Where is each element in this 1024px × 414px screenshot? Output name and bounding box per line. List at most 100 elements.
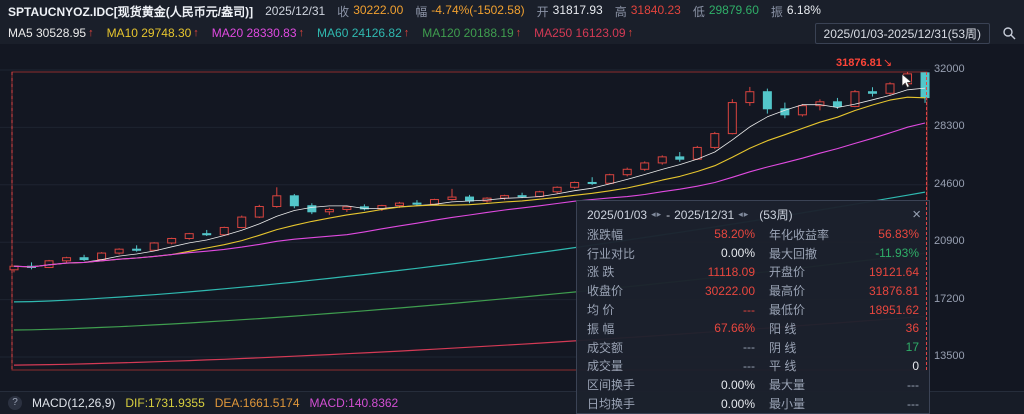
range-stats-panel: 2025/01/03 ◂▸ - 2025/12/31 ◂▸ (53周) × 涨跌… [576,200,930,414]
stat-value: 11118.09 [659,265,755,279]
ma-indicator: MA5 30528.95↑ [8,26,94,40]
panel-close-button[interactable]: × [912,207,921,222]
stat-value: --- [659,359,755,373]
ma-value: MA5 30528.95 [8,26,86,40]
ma-value: MA120 20188.19 [422,26,513,40]
range-end-stepper[interactable]: ◂▸ [738,209,749,220]
stat-value: 58.20% [659,227,755,241]
up-arrow-icon: ↑ [88,27,94,39]
stat-value: 0.00% [659,397,755,411]
stat-label: 均 价 [587,301,659,318]
price-axis-label: 24600 [934,178,965,190]
quote-field-value: 31817.93 [553,3,603,20]
ma-indicator: MA20 28330.83↑ [212,26,304,40]
quote-field: 幅-4.74%(-1502.58) [415,3,524,20]
stat-value: 19121.64 [845,265,919,279]
quote-field-label: 收 [337,3,349,20]
stat-value: 18951.62 [845,303,919,317]
price-axis-label: 20900 [934,235,965,247]
quote-field: 低29879.60 [693,3,759,20]
up-arrow-icon: ↑ [193,27,199,39]
quote-field-label: 开 [537,3,549,20]
stat-value: 17 [845,340,919,354]
ma-value: MA60 24126.82 [317,26,402,40]
stat-value: 0 [845,359,919,373]
up-arrow-icon: ↑ [404,27,410,39]
stat-value: 31876.81 [845,284,919,298]
stat-label: 年化收益率 [755,226,845,243]
high-price-label: 31876.81 [836,57,882,69]
stat-label: 成交额 [587,339,659,356]
price-axis-label: 17200 [934,293,965,305]
stat-value: 36 [845,321,919,335]
stat-label: 最低价 [755,301,845,318]
stat-value: 30222.00 [659,284,755,298]
stat-label: 阳 线 [755,320,845,337]
stat-label: 振 幅 [587,320,659,337]
ma-indicator: MA10 29748.30↑ [107,26,199,40]
stat-value: 0.00% [659,246,755,260]
up-arrow-icon: ↑ [628,27,634,39]
ma-indicator: MA120 20188.19↑ [422,26,521,40]
range-separator: - [666,208,670,222]
macd-value: MACD(12,26,9) [32,396,115,410]
stat-label: 最高价 [755,282,845,299]
stat-value: 56.83% [845,227,919,241]
quote-topbar: SPTAUCNYOZ.IDC[现货黄金(人民币元/盎司)] 2025/12/31… [0,0,1024,22]
quote-field-label: 高 [615,3,627,20]
range-start-date: 2025/01/03 [587,208,647,222]
stat-label: 最大量 [755,376,845,393]
ma-value: MA10 29748.30 [107,26,192,40]
quote-field: 收30222.00 [337,3,403,20]
quote-field-label: 低 [693,3,705,20]
quote-field-value: 30222.00 [353,3,403,20]
stat-value: --- [845,378,919,392]
stat-value: --- [659,303,755,317]
stat-value: 0.00% [659,378,755,392]
quote-field: 高31840.23 [615,3,681,20]
ma-indicator-bar: MA5 30528.95↑MA10 29748.30↑MA20 28330.83… [0,22,1024,44]
stat-label: 涨跌幅 [587,226,659,243]
stat-label: 区间换手 [587,376,659,393]
up-arrow-icon: ↑ [516,27,522,39]
symbol-title: SPTAUCNYOZ.IDC[现货黄金(人民币元/盎司)] [8,3,253,20]
ma-value: MA250 16123.09 [534,26,625,40]
range-weeks-label: (53周) [759,206,792,223]
stat-label: 行业对比 [587,245,659,262]
stat-value: --- [845,397,919,411]
mouse-cursor [902,74,914,90]
panel-header: 2025/01/03 ◂▸ - 2025/12/31 ◂▸ (53周) × [577,201,929,225]
next-icon[interactable]: ▸ [744,209,750,219]
quote-fields: 收30222.00 幅-4.74%(-1502.58) 开31817.93 高3184… [337,3,821,20]
price-axis-label: 32000 [934,63,965,75]
quote-field-value: 31840.23 [631,3,681,20]
range-start-stepper[interactable]: ◂▸ [651,209,662,220]
date-range-box[interactable]: 2025/01/03-2025/12/31(53周) [815,23,990,44]
next-icon[interactable]: ▸ [657,209,663,219]
stat-value: 67.66% [659,321,755,335]
quote-field-label: 振 [771,3,783,20]
help-icon[interactable]: ? [8,396,22,410]
macd-value: DEA:1661.5174 [215,396,300,410]
date-range-label: 2025/01/03-2025/12/31(53周) [824,27,981,41]
quote-field: 开31817.93 [537,3,603,20]
macd-value: DIF:1731.9355 [125,396,204,410]
search-icon [1002,26,1016,40]
stat-label: 日均换手 [587,395,659,412]
quote-field-value: -4.74%(-1502.58) [431,3,524,20]
annotation-arrow-icon: ↘ [883,56,892,69]
stat-label: 阴 线 [755,339,845,356]
stat-label: 最大回撤 [755,245,845,262]
macd-value: MACD:140.8362 [310,396,399,410]
stat-value: -11.93% [845,246,919,260]
quote-field: 振6.18% [771,3,821,20]
macd-values: MACD(12,26,9) DIF:1731.9355 DEA:1661.5174 M… [32,396,398,410]
stat-label: 成交量 [587,357,659,374]
stats-grid: 涨跌幅58.20%年化收益率56.83%行业对比0.00%最大回撤-11.93%… [577,225,929,413]
search-button[interactable] [1000,24,1018,42]
stat-label: 最小量 [755,395,845,412]
quote-field-value: 6.18% [787,3,821,20]
stat-label: 平 线 [755,357,845,374]
up-arrow-icon: ↑ [299,27,305,39]
ma-values: MA5 30528.95↑MA10 29748.30↑MA20 28330.83… [8,26,646,40]
